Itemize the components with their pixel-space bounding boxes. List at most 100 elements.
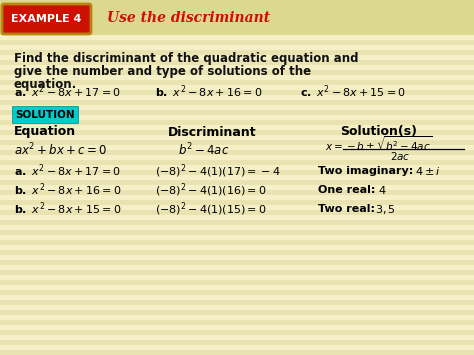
Bar [0, 335, 474, 340]
Bar [0, 260, 474, 265]
Bar [0, 300, 474, 305]
Bar [0, 30, 474, 35]
Bar [0, 75, 474, 80]
Text: Two imaginary:: Two imaginary: [318, 166, 417, 176]
Bar [0, 325, 474, 330]
Bar [0, 85, 474, 90]
Bar [0, 45, 474, 50]
Bar [0, 345, 474, 350]
Bar [0, 60, 474, 65]
Bar [0, 225, 474, 230]
Bar [0, 45, 474, 50]
Bar [0, 120, 474, 125]
Bar [0, 290, 474, 295]
Bar [0, 255, 474, 260]
Bar [0, 140, 474, 145]
Bar [0, 55, 474, 60]
Bar [0, 80, 474, 85]
Bar [0, 290, 474, 295]
Text: $2ac$: $2ac$ [390, 150, 410, 162]
Bar [0, 255, 474, 260]
Bar [0, 130, 474, 135]
Bar [0, 150, 474, 155]
Bar [0, 115, 474, 120]
Bar [0, 245, 474, 250]
Bar [0, 315, 474, 320]
Bar [0, 240, 474, 245]
Text: $ax^2+bx+c=0$: $ax^2+bx+c=0$ [14, 142, 107, 158]
Text: $\mathbf{b.}\ x^2-8x+16=0$: $\mathbf{b.}\ x^2-8x+16=0$ [14, 182, 121, 198]
Bar [0, 95, 474, 100]
Bar [0, 300, 474, 305]
Bar [0, 175, 474, 180]
Bar [0, 210, 474, 215]
Text: $x=-b\pm\sqrt{b^2-4ac}$: $x=-b\pm\sqrt{b^2-4ac}$ [325, 135, 432, 153]
Bar [0, 170, 474, 175]
Bar [0, 0, 474, 37]
Bar [0, 190, 474, 195]
Bar [0, 335, 474, 340]
Bar [0, 330, 474, 335]
Text: EXAMPLE 4: EXAMPLE 4 [11, 13, 81, 23]
Bar [0, 285, 474, 290]
Bar [0, 0, 474, 5]
Bar [0, 25, 474, 30]
Bar [0, 105, 474, 110]
Bar [0, 95, 474, 100]
Text: $4\pm i$: $4\pm i$ [415, 165, 441, 177]
Bar [0, 15, 474, 20]
Bar [0, 350, 474, 355]
Bar [0, 80, 474, 85]
Bar [0, 110, 474, 115]
Bar [0, 310, 474, 315]
Bar [0, 285, 474, 290]
Bar [0, 310, 474, 315]
Bar [0, 145, 474, 150]
Bar [0, 205, 474, 210]
Text: $\mathbf{b.}\ x^2-8x+16=0$: $\mathbf{b.}\ x^2-8x+16=0$ [155, 84, 263, 100]
Bar [0, 235, 474, 240]
Text: Equation: Equation [14, 126, 76, 138]
Text: equation.: equation. [14, 78, 77, 91]
Bar [0, 125, 474, 130]
Bar [0, 165, 474, 170]
Bar [0, 330, 474, 335]
Bar [0, 320, 474, 325]
Bar [0, 245, 474, 250]
Bar [0, 250, 474, 255]
Text: $(-8)^2-4(1)(17)=-4$: $(-8)^2-4(1)(17)=-4$ [155, 162, 281, 180]
Bar [0, 200, 474, 205]
Bar [0, 230, 474, 235]
Bar [0, 295, 474, 300]
Bar [0, 205, 474, 210]
Bar [0, 250, 474, 255]
Bar [0, 320, 474, 325]
Bar [0, 20, 474, 25]
Bar [0, 135, 474, 140]
Bar [0, 220, 474, 225]
Text: Find the discriminant of the quadratic equation and: Find the discriminant of the quadratic e… [14, 52, 358, 65]
Bar [0, 305, 474, 310]
Bar [0, 40, 474, 45]
Bar [0, 100, 474, 105]
Bar [0, 90, 474, 95]
Text: Solution(s): Solution(s) [340, 126, 417, 138]
Bar [0, 340, 474, 345]
Bar [0, 120, 474, 125]
Text: SOLUTION: SOLUTION [15, 109, 75, 120]
Text: $b^2-4ac$: $b^2-4ac$ [178, 142, 229, 158]
Bar [0, 10, 474, 15]
Bar [0, 110, 474, 115]
Text: $3,5$: $3,5$ [375, 202, 396, 215]
Bar [0, 165, 474, 170]
FancyBboxPatch shape [2, 4, 91, 34]
Text: $\mathbf{c.}\ x^2-8x+15=0$: $\mathbf{c.}\ x^2-8x+15=0$ [300, 84, 406, 100]
Bar [0, 350, 474, 355]
Bar [0, 215, 474, 220]
Bar [0, 145, 474, 150]
Bar [0, 325, 474, 330]
FancyBboxPatch shape [12, 106, 78, 123]
Bar [0, 305, 474, 310]
Bar [0, 115, 474, 120]
Text: give the number and type of solutions of the: give the number and type of solutions of… [14, 65, 311, 78]
